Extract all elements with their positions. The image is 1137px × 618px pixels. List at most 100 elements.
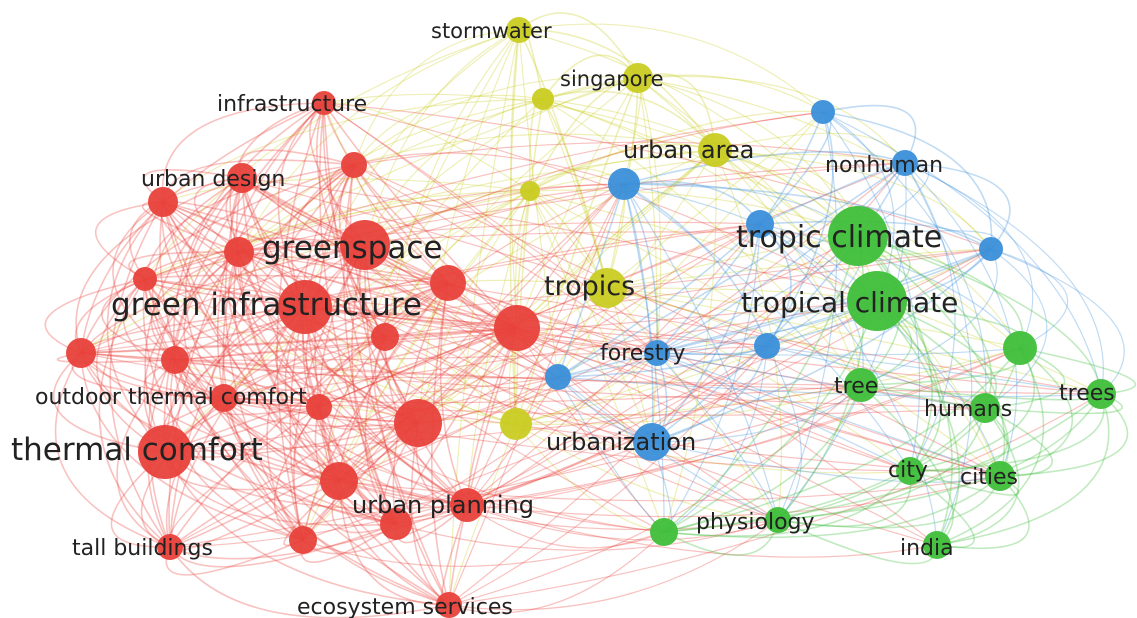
edge-r18-cities (338, 475, 1001, 502)
node-cities[interactable] (985, 461, 1015, 491)
node-r16[interactable] (394, 399, 442, 447)
node-tropics[interactable] (587, 268, 627, 308)
edge-y3-urban-area (542, 90, 716, 151)
label-forestry[interactable]: forestry (600, 341, 685, 366)
edge-nonhuman-b5 (904, 162, 1011, 250)
node-r10[interactable] (494, 305, 540, 351)
node-urbanization[interactable] (633, 423, 671, 461)
node-thermal-comfort[interactable] (138, 425, 192, 479)
edge-b3-b7 (623, 183, 768, 347)
node-r21[interactable] (289, 526, 317, 554)
node-b5[interactable] (979, 237, 1003, 261)
edge-g3-humans (984, 347, 1066, 409)
label-green-infrastructure[interactable]: green infrastructure (111, 287, 422, 323)
node-g3[interactable] (1003, 331, 1037, 365)
label-greenspace[interactable]: greenspace (262, 230, 442, 266)
edge-r6-outdoor-thermal-comfort (183, 251, 240, 399)
node-b3[interactable] (608, 168, 640, 200)
edge-r18-physiology (338, 480, 779, 531)
label-tropical-climate[interactable]: tropical climate (741, 286, 958, 319)
edge-r13-b8 (174, 359, 559, 379)
node-nonhuman[interactable] (892, 150, 918, 176)
node-urban-area[interactable] (698, 133, 732, 167)
edge-r7-forestry (447, 282, 658, 354)
node-stormwater[interactable] (506, 17, 532, 43)
edge-outdoor-thermal-comfort-r20 (223, 397, 397, 525)
node-tall-buildings[interactable] (157, 534, 183, 560)
label-infrastructure[interactable]: infrastructure (217, 92, 367, 117)
node-b4[interactable] (746, 210, 774, 238)
edge-r4-r10 (162, 201, 518, 329)
edge-r15-ecosystem-services (318, 406, 450, 606)
edge-urban-planning-g10 (466, 504, 665, 549)
node-ecosystem-services[interactable] (436, 592, 462, 618)
node-tree[interactable] (844, 368, 878, 402)
edge-r3-outdoor-thermal-comfort (222, 164, 355, 399)
label-trees[interactable]: trees (1059, 381, 1115, 406)
label-nonhuman[interactable]: nonhuman (825, 153, 943, 178)
edge-ecosystem-services-b3 (448, 183, 625, 606)
node-r12[interactable] (66, 338, 96, 368)
edge-humans-cities (984, 407, 1053, 477)
node-forestry[interactable] (644, 340, 670, 366)
node-r4[interactable] (148, 187, 178, 217)
edge-r18-b8 (338, 376, 559, 482)
label-city[interactable]: city (888, 458, 928, 483)
edge-urban-area-g3 (714, 149, 1021, 349)
node-r15[interactable] (306, 394, 332, 420)
node-r6[interactable] (224, 237, 254, 267)
node-r11[interactable] (371, 323, 399, 351)
node-r20[interactable] (380, 508, 412, 540)
node-city[interactable] (896, 457, 924, 485)
edge-nonhuman-forestry (656, 162, 906, 354)
edge-r6-b3 (238, 183, 625, 253)
node-r8[interactable] (133, 267, 157, 291)
label-ecosystem-services[interactable]: ecosystem services (297, 595, 513, 618)
label-thermal-comfort[interactable]: thermal comfort (11, 432, 263, 468)
label-outdoor-thermal-comfort[interactable]: outdoor thermal comfort (35, 385, 307, 410)
node-r7[interactable] (430, 265, 466, 301)
node-y5[interactable] (520, 181, 540, 201)
node-infrastructure[interactable] (312, 91, 336, 115)
edge-ecosystem-services-trees (448, 393, 1102, 606)
node-greenspace[interactable] (340, 220, 390, 270)
edge-r18-ecosystem-services (338, 480, 450, 606)
label-urban-area[interactable]: urban area (623, 136, 754, 164)
edge-y7-infrastructure (323, 102, 517, 425)
node-singapore[interactable] (623, 63, 653, 93)
label-tropics[interactable]: tropics (544, 271, 635, 302)
node-trees[interactable] (1086, 379, 1116, 409)
node-b8[interactable] (545, 364, 571, 390)
node-g10[interactable] (650, 518, 678, 546)
label-humans[interactable]: humans (924, 397, 1012, 422)
node-r18[interactable] (320, 462, 358, 500)
node-urban-design[interactable] (227, 163, 257, 193)
label-physiology[interactable]: physiology (696, 510, 815, 535)
node-urban-planning[interactable] (450, 488, 484, 522)
node-y7[interactable] (500, 408, 532, 440)
node-tropic-climate[interactable] (828, 206, 888, 266)
label-cities[interactable]: cities (960, 465, 1018, 490)
edge-r12-urban-planning (80, 352, 468, 506)
label-stormwater[interactable]: stormwater (431, 19, 552, 43)
label-tall-buildings[interactable]: tall buildings (72, 536, 213, 561)
label-tree[interactable]: tree (834, 374, 878, 399)
node-y3[interactable] (532, 88, 554, 110)
label-urban-design[interactable]: urban design (141, 167, 285, 192)
node-humans[interactable] (970, 393, 1000, 423)
node-r13[interactable] (161, 346, 189, 374)
label-singapore[interactable]: singapore (560, 67, 664, 91)
label-india[interactable]: india (900, 536, 954, 561)
node-india[interactable] (923, 531, 951, 559)
node-tropical-climate[interactable] (847, 271, 907, 331)
node-physiology[interactable] (765, 507, 791, 533)
node-outdoor-thermal-comfort[interactable] (210, 384, 238, 412)
label-urban-planning[interactable]: urban planning (352, 491, 534, 519)
label-urbanization[interactable]: urbanization (546, 428, 696, 456)
node-b7[interactable] (754, 333, 780, 359)
node-b1[interactable] (811, 100, 835, 124)
node-r3[interactable] (341, 152, 367, 178)
edge-stormwater-ecosystem-services (448, 29, 520, 606)
label-tropic-climate[interactable]: tropic climate (736, 220, 942, 255)
node-green-infrastructure[interactable] (278, 280, 332, 334)
